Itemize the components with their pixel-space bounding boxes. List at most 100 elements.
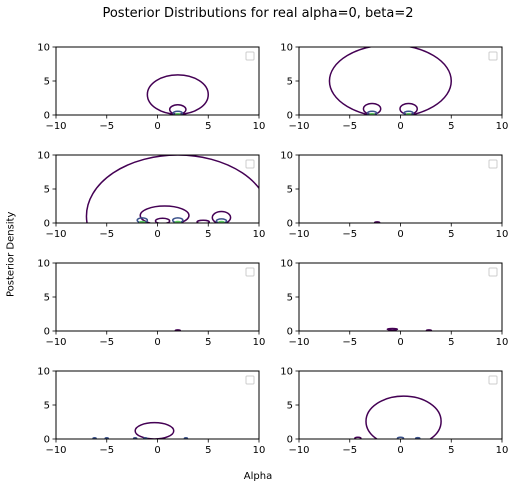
x-tick-label: −10 [45,337,66,348]
y-tick-label: 0 [44,435,50,446]
x-tick-label: 10 [253,445,266,456]
contour-line [92,437,97,439]
subplot-6: −10 −5 0 5 10 0 5 10 [280,259,508,349]
y-tick-label: 5 [287,293,293,304]
contour-line [386,327,399,331]
x-tick-label: −5 [342,121,357,132]
y-tick-label: 5 [287,401,293,412]
subplot-8: −10 −5 0 5 10 0 5 10 [280,367,508,457]
x-tick-label: 5 [205,445,211,456]
y-tick-label: 5 [44,293,50,304]
x-tick-label: 0 [154,229,160,240]
subplot-1: −10 −5 0 5 10 0 5 10 [37,43,265,133]
contour-line [365,395,442,439]
contour-line [218,220,225,223]
contour-line [183,437,189,439]
x-tick-label: 10 [253,337,266,348]
contour-line [354,436,362,439]
axes-frame [55,46,260,116]
x-tick-label: −10 [288,337,309,348]
y-tick-label: 5 [44,401,50,412]
contour-group [92,421,189,439]
contour-line [146,74,209,115]
contour-line [328,47,452,115]
contour-line [85,155,259,223]
subplot-2: −10 −5 0 5 10 0 5 10 [280,43,508,133]
x-tick-label: 0 [397,121,403,132]
x-tick-label: −5 [342,229,357,240]
x-tick-label: 5 [205,121,211,132]
x-tick-label: −10 [288,121,309,132]
subplot-5: −10 −5 0 5 10 0 5 10 [37,259,265,349]
contour-line [366,110,378,115]
x-tick-label: −5 [99,337,114,348]
x-tick-label: −5 [99,229,114,240]
contour-line [139,205,190,223]
x-tick-label: 5 [448,229,454,240]
x-tick-label: 0 [397,337,403,348]
axes-frame [55,370,260,440]
legend-box [488,267,498,277]
x-tick-label: −10 [45,121,66,132]
y-tick-label: 0 [44,219,50,230]
x-tick-label: 10 [253,229,266,240]
y-tick-label: 10 [280,151,293,162]
x-tick-label: 0 [397,445,403,456]
contour-line [143,437,148,439]
contour-line [414,436,421,439]
x-tick-label: −5 [99,121,114,132]
contour-line [211,210,232,223]
x-tick-label: 5 [448,337,454,348]
legend-box [245,375,255,385]
contour-line [396,436,405,439]
contour-group [85,155,259,223]
x-tick-label: 10 [496,121,509,132]
x-tick-label: 10 [496,445,509,456]
axes-frame [298,262,503,332]
x-tick-label: 10 [496,229,509,240]
x-tick-label: −10 [45,445,66,456]
x-tick-label: −10 [288,445,309,456]
y-tick-label: 0 [44,327,50,338]
contour-line [403,110,414,115]
legend-box [488,51,498,61]
x-tick-label: 0 [154,121,160,132]
x-tick-label: −5 [342,337,357,348]
x-axis-label: Alpha [243,471,273,482]
axes-frame [55,262,260,332]
chart-title: Posterior Distributions for real alpha=0… [102,6,414,21]
subplot-4: −10 −5 0 5 10 0 5 10 [280,151,508,241]
x-tick-label: 5 [205,337,211,348]
y-tick-label: 5 [287,185,293,196]
y-tick-label: 10 [280,367,293,378]
y-tick-label: 10 [37,43,50,54]
contour-line [134,421,175,439]
x-tick-label: −5 [99,445,114,456]
y-tick-label: 10 [37,367,50,378]
y-tick-label: 10 [37,151,50,162]
x-tick-label: 0 [154,337,160,348]
x-tick-label: 5 [448,121,454,132]
contour-line [172,110,184,115]
legend-box [488,159,498,169]
x-tick-label: 10 [496,337,509,348]
y-tick-label: 0 [44,111,50,122]
y-tick-label: 0 [287,327,293,338]
y-tick-label: 5 [44,185,50,196]
y-tick-label: 5 [44,77,50,88]
x-tick-label: 5 [448,445,454,456]
y-tick-label: 0 [287,111,293,122]
legend-box [245,51,255,61]
legend-box [488,375,498,385]
y-tick-label: 10 [280,43,293,54]
contour-line [154,217,171,223]
y-tick-label: 10 [37,259,50,270]
y-tick-label: 0 [287,219,293,230]
y-tick-label: 0 [287,435,293,446]
contour-line [215,218,228,223]
contour-line [132,437,138,439]
contour-line [196,219,211,223]
legend-box [245,267,255,277]
y-tick-label: 10 [280,259,293,270]
